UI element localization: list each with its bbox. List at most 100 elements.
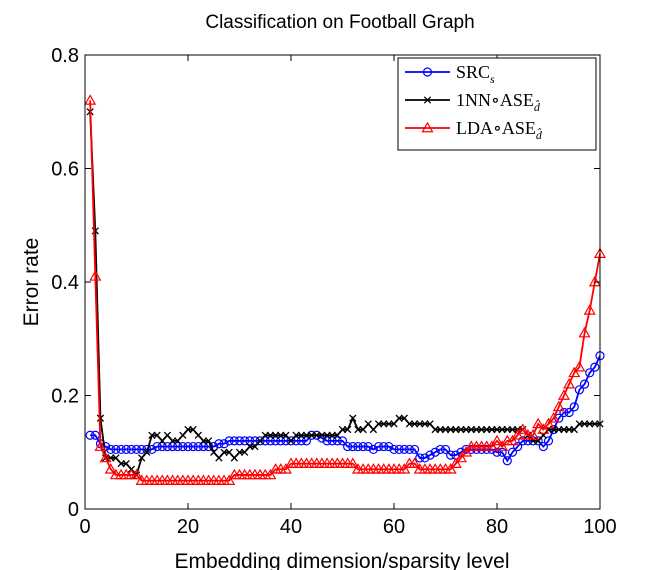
data-point [547,411,560,423]
data-point [518,436,528,446]
data-point [449,457,462,468]
data-point [301,436,312,446]
data-point [516,423,529,434]
data-point [364,420,372,428]
data-point [157,441,167,452]
y-tick-label: 0.8 [51,45,79,67]
data-point [265,436,275,446]
data-point [332,436,342,446]
data-point [122,459,130,468]
x-tick-label: 60 [383,516,405,538]
data-point [89,270,102,281]
data-point [506,434,519,446]
data-point [162,441,172,452]
data-point [359,425,367,434]
data-point [178,441,188,452]
data-point [358,441,368,452]
data-point [240,436,250,446]
data-point [425,450,435,460]
data-point [353,441,363,452]
data-point [322,436,332,446]
data-point [389,444,399,455]
data-point [485,440,498,451]
data-point [578,326,591,338]
data-point [585,368,595,378]
data-point [158,437,166,445]
y-tick-label: 0.4 [51,272,79,294]
data-point [84,94,97,105]
data-point [245,436,255,446]
data-point [219,439,229,449]
series-1 [85,351,605,466]
data-point [126,444,136,455]
data-point [399,444,409,455]
data-point [204,437,213,445]
data-point [194,431,202,439]
data-point [552,400,565,412]
legend-marker [421,121,434,133]
data-point [379,441,389,452]
data-point [588,275,601,287]
data-point [502,456,512,466]
data-point [137,444,147,455]
data-point [532,417,545,429]
data-point [137,454,146,462]
data-point [224,436,234,446]
data-point [256,437,264,445]
x-tick-label: 100 [583,516,616,538]
y-tick-label: 0 [68,499,79,521]
data-point [94,440,107,451]
data-point [373,441,384,452]
data-point [426,420,434,428]
chart-title: Classification on Football Graph [205,12,474,33]
data-point [400,414,408,422]
data-point [174,437,182,445]
data-point [346,457,359,468]
data-point [167,441,178,452]
data-point [121,444,131,455]
data-point [368,444,378,455]
data-point [251,442,259,451]
data-point [225,448,233,456]
x-axis-label: Embedding dimension/sparsity level [174,550,509,570]
data-point [111,444,121,455]
data-point [116,444,126,455]
data-point [507,447,518,457]
data-point [343,441,353,452]
data-point [557,389,570,400]
data-point [496,440,509,451]
series-line [89,100,601,482]
data-point [279,463,292,474]
data-point [264,468,277,480]
data-point [415,453,425,463]
data-point [343,425,352,434]
data-point [569,402,579,412]
data-point [230,454,239,462]
data-point [223,474,236,485]
data-point [538,441,548,452]
data-point [583,304,596,315]
data-point [497,447,507,457]
data-point [446,450,456,460]
data-point [143,448,151,456]
data-point [333,431,342,439]
data-point [193,441,203,452]
data-point [348,441,358,452]
data-point [229,436,239,446]
data-point [570,425,578,434]
data-point [440,444,451,455]
data-point [527,429,540,440]
data-point [537,423,550,434]
data-point [286,436,296,446]
data-point [444,463,457,474]
data-point [390,420,398,428]
data-point [559,407,569,418]
data-point [430,447,440,457]
data-point [296,436,306,446]
data-point [408,457,421,468]
ticks-layer: 0 20 40 60 80 100 0 0.2 0.4 0.6 0.8 [51,45,617,538]
data-point [234,436,245,446]
legend-marker [422,67,433,77]
